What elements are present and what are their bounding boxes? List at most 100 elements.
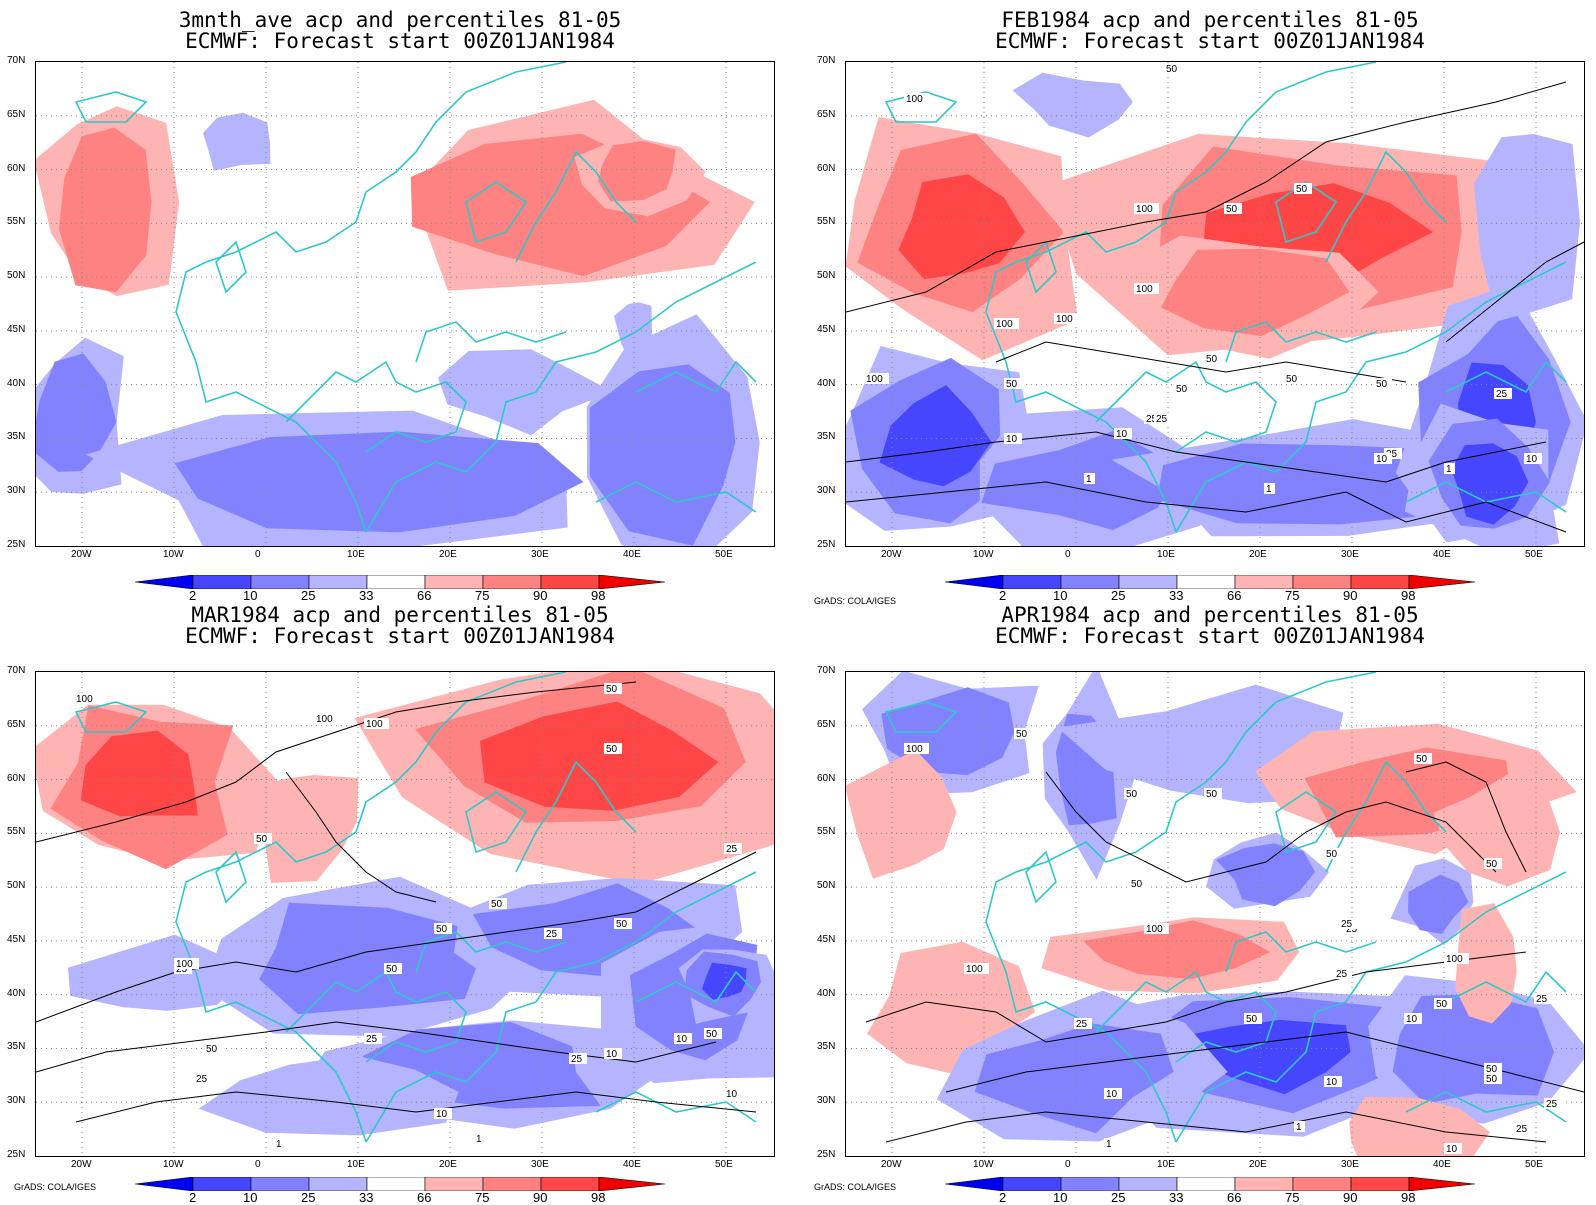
colorbar-tick-label: 10 xyxy=(1053,1190,1068,1205)
contour-label: 1 xyxy=(1266,484,1272,495)
coastline xyxy=(1025,240,1057,294)
contour-label-bg xyxy=(614,918,632,929)
contour-label: 50 xyxy=(1486,1064,1498,1075)
contour-label: 25 xyxy=(196,1074,208,1085)
contour-label-bg xyxy=(174,958,199,969)
latitude-label: 60N xyxy=(817,772,836,784)
contour-label: 10 xyxy=(1526,454,1538,465)
longitude-label: 10E xyxy=(347,549,365,560)
contour-label: 25 xyxy=(1341,919,1353,930)
coastline xyxy=(365,871,757,1143)
latitude-label: 25N xyxy=(817,1149,836,1160)
contour-label-bg xyxy=(434,923,452,934)
latitude-label: 35N xyxy=(7,431,26,443)
above-normal-region xyxy=(867,941,1036,1076)
latitude-label: 50N xyxy=(7,880,26,892)
panel-apr1984: APR1984 acp and percentiles 81-05 ECMWF:… xyxy=(800,605,1596,1205)
contour-label: 10 xyxy=(676,1034,688,1045)
contour-label: 10 xyxy=(726,1089,738,1100)
latitude-label: 30N xyxy=(817,1095,836,1107)
contour-label: 50 xyxy=(1326,849,1338,860)
contour-label-bg xyxy=(1444,463,1455,474)
latitude-label: 45N xyxy=(817,933,836,945)
contour-label-bg xyxy=(364,1033,382,1044)
contour-label-bg xyxy=(1264,483,1275,494)
contour-label-bg xyxy=(1374,378,1392,389)
contour-label: 1 xyxy=(1446,464,1452,475)
longitude-label: 10W xyxy=(163,1159,184,1170)
contour-label: 10 xyxy=(1106,1089,1118,1100)
contour-label: 25 xyxy=(1546,1099,1558,1110)
above-normal-region xyxy=(846,750,957,879)
colorbar-tick-label: 75 xyxy=(1285,1190,1300,1205)
longitude-label: 20E xyxy=(1249,1159,1267,1170)
latitude-label: 60N xyxy=(7,772,26,784)
coastline xyxy=(515,760,637,873)
colorbar-segment xyxy=(192,574,252,590)
latitude-label: 50N xyxy=(7,270,26,282)
latitude-label: 65N xyxy=(7,108,26,120)
colorbar xyxy=(944,574,1476,590)
latitude-label: 45N xyxy=(7,933,26,945)
contour-label-bg xyxy=(1004,433,1022,444)
colorbar-segment xyxy=(366,574,426,590)
contour-label: 100 xyxy=(366,719,383,730)
colorbar-segment xyxy=(1060,574,1120,590)
contour-label-bg xyxy=(1224,203,1242,214)
latitude-label: 25N xyxy=(817,539,836,550)
colorbar-tick-label: 75 xyxy=(1285,588,1300,603)
panel-mar1984: MAR1984 acp and percentiles 81-05 ECMWF:… xyxy=(0,605,790,1205)
contour-label: 10 xyxy=(436,1109,448,1120)
colorbar-tick-label: 25 xyxy=(1111,588,1126,603)
longitude-label: 20E xyxy=(439,1159,457,1170)
longitude-label: 50E xyxy=(715,549,733,560)
latitude-label: 50N xyxy=(817,880,836,892)
contour-label-bg xyxy=(1324,1076,1342,1087)
latitude-label: 70N xyxy=(7,55,26,66)
above-normal-region xyxy=(249,775,359,883)
colorbar-segment xyxy=(1292,574,1352,590)
latitude-label: 60N xyxy=(817,162,836,174)
below-normal-region xyxy=(1451,443,1529,525)
latitude-label: 50N xyxy=(817,270,836,282)
colorbar-segment xyxy=(250,574,310,590)
below-normal-region xyxy=(68,934,240,1011)
contour-label-bg xyxy=(1124,788,1142,799)
colorbar-tick-label: 2 xyxy=(999,1190,1007,1205)
contour-label: 100 xyxy=(1136,284,1153,295)
contour-label: 10 xyxy=(1116,429,1128,440)
coastline xyxy=(215,240,247,294)
contour-label-bg xyxy=(254,833,272,844)
contour-label-bg xyxy=(364,718,389,729)
colorbar-svg xyxy=(134,574,666,590)
contour-label-bg xyxy=(1494,388,1512,399)
longitude-label: 10E xyxy=(347,1159,365,1170)
longitude-label: 30E xyxy=(1341,1159,1359,1170)
longitude-label: 10W xyxy=(973,1159,994,1170)
acp-contour xyxy=(846,81,1567,313)
colorbar-segment xyxy=(482,1176,542,1192)
latitude-label: 45N xyxy=(7,323,26,335)
coastline xyxy=(465,181,528,244)
contour-label: 10 xyxy=(1326,1077,1338,1088)
contour-label: 50 xyxy=(606,684,618,695)
above-normal-region xyxy=(1433,773,1560,887)
latitude-label: 35N xyxy=(7,1041,26,1053)
contour-label: 50 xyxy=(1226,204,1238,215)
coastline xyxy=(415,931,567,973)
acp-contour xyxy=(865,951,1527,1043)
contour-label-bg xyxy=(1324,848,1342,859)
latitude-label: 70N xyxy=(7,665,26,676)
contour-label-bg xyxy=(1294,183,1312,194)
contour-label: 50 xyxy=(1296,184,1308,195)
colorbar-tick-label: 33 xyxy=(359,1190,374,1205)
colorbar-segment xyxy=(1350,574,1410,590)
contour-label-bg xyxy=(1084,473,1095,484)
contour-label: 100 xyxy=(1136,204,1153,215)
colorbar-segment xyxy=(424,574,484,590)
coastline xyxy=(595,1091,757,1123)
contour-label-bg xyxy=(964,963,989,974)
contour-label: 1 xyxy=(1106,1139,1112,1150)
longitude-label: 0 xyxy=(1065,549,1071,560)
